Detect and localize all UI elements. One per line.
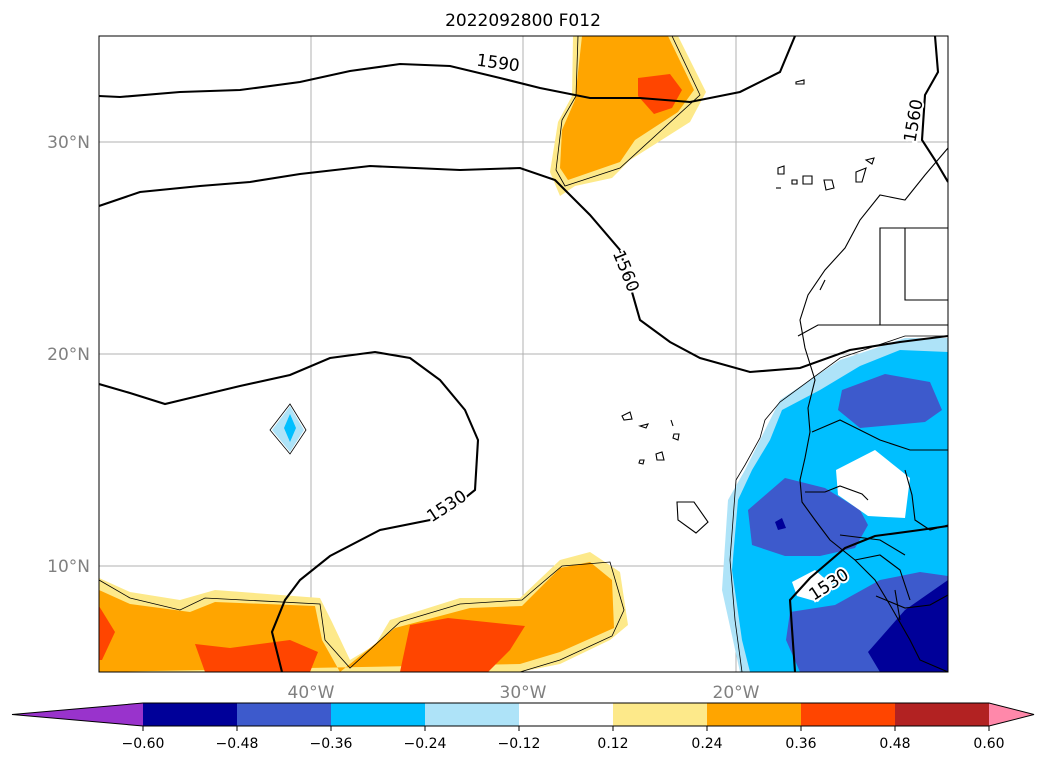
contour-1530 bbox=[99, 350, 480, 672]
colorbar-label: −0.12 bbox=[498, 736, 541, 752]
lat-label: 20°N bbox=[47, 345, 90, 365]
map-frame bbox=[98, 35, 949, 673]
contour-1560-east bbox=[920, 36, 948, 183]
colorbar-extend-high bbox=[989, 703, 1034, 726]
contour-1590 bbox=[99, 36, 796, 104]
anomaly-north-positive bbox=[550, 36, 706, 196]
colorbar-label: −0.60 bbox=[122, 736, 165, 752]
colorbar-label: 0.48 bbox=[879, 736, 910, 752]
colorbar-box bbox=[801, 703, 896, 726]
anomaly-small-negative bbox=[269, 403, 307, 455]
lon-label: 20°W bbox=[713, 683, 760, 703]
colorbar-box bbox=[143, 703, 238, 726]
colorbar-box bbox=[331, 703, 426, 726]
lon-axis-labels: 40°W 30°W 20°W bbox=[288, 683, 760, 703]
colorbar-box bbox=[613, 703, 708, 726]
colorbar-extend-low bbox=[12, 703, 143, 726]
anomaly-southwest-positive bbox=[99, 552, 628, 672]
anomaly-southeast-negative bbox=[722, 335, 948, 672]
colorbar-label: −0.48 bbox=[216, 736, 259, 752]
lat-label: 10°N bbox=[47, 557, 90, 577]
colorbar-box bbox=[519, 703, 614, 726]
map-title: 2022092800 F012 bbox=[445, 11, 601, 31]
colorbar-box bbox=[707, 703, 802, 726]
lon-label: 40°W bbox=[288, 683, 335, 703]
colorbar-label: 0.60 bbox=[973, 736, 1004, 752]
cape-verde-island bbox=[676, 501, 709, 534]
coastlines bbox=[797, 147, 948, 672]
colorbar bbox=[11, 702, 1035, 731]
colorbar-label: 0.36 bbox=[785, 736, 816, 752]
colorbar-label: 0.24 bbox=[691, 736, 722, 752]
lat-axis-labels: 30°N 20°N 10°N bbox=[47, 133, 90, 577]
map-plot-area bbox=[98, 35, 949, 673]
colorbar-label: 0.12 bbox=[597, 736, 628, 752]
geopotential-contours bbox=[99, 36, 948, 672]
colorbar-box bbox=[237, 703, 332, 726]
colorbar-label: −0.36 bbox=[310, 736, 353, 752]
contour-1530-southeast bbox=[788, 524, 948, 672]
colorbar-label: −0.24 bbox=[404, 736, 447, 752]
contour-1560-west bbox=[99, 164, 948, 374]
colorbar-box bbox=[425, 703, 520, 726]
lat-label: 30°N bbox=[47, 133, 90, 153]
colorbar-labels: −0.60 −0.48 −0.36 −0.24 −0.12 0.12 0.24 0.36 0.4… bbox=[122, 736, 1005, 752]
islands bbox=[621, 79, 875, 534]
lon-label: 30°W bbox=[500, 683, 547, 703]
colorbar-box bbox=[895, 703, 990, 726]
